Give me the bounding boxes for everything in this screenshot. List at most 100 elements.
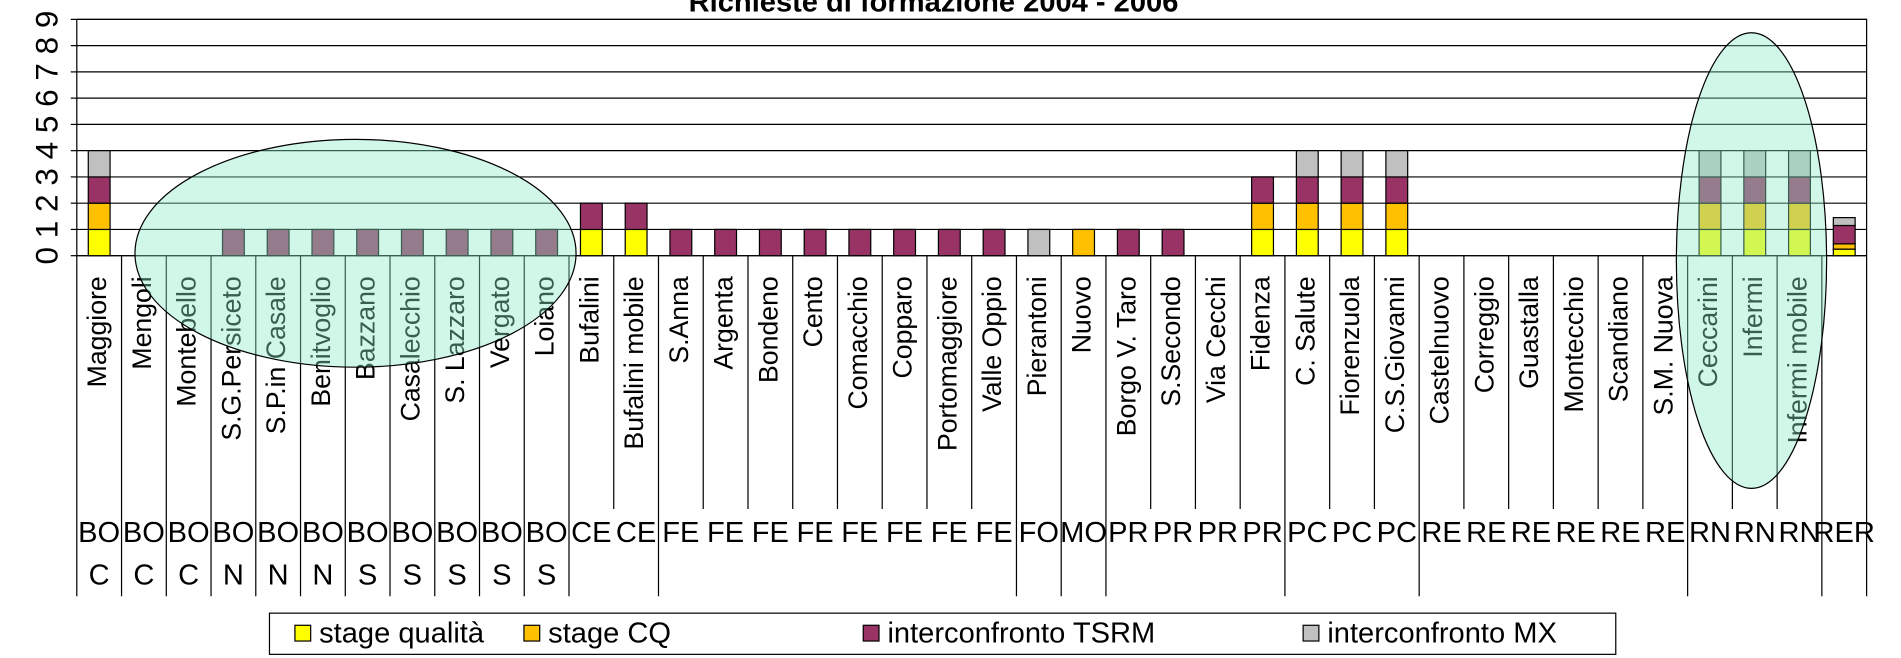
bar-segment bbox=[1251, 228, 1275, 257]
x-group-label: BO bbox=[302, 517, 344, 549]
bar-segment bbox=[490, 228, 514, 257]
y-tick-label: 2 bbox=[28, 194, 64, 212]
bar-segment bbox=[1340, 228, 1364, 257]
x-group-label: PR bbox=[1153, 517, 1193, 549]
x-group-label: PC bbox=[1287, 517, 1327, 549]
legend-swatch bbox=[294, 624, 312, 642]
bar-segment bbox=[1385, 228, 1409, 257]
x-tick-label: C.S.Giovanni bbox=[1380, 276, 1410, 433]
x-group-label: FE bbox=[841, 517, 878, 549]
bar-segment bbox=[1295, 176, 1319, 204]
x-tick-label: Mengoli bbox=[127, 276, 157, 369]
x-group-label: FE bbox=[886, 517, 923, 549]
bar-segment bbox=[669, 228, 693, 257]
x-tick-label: Cento bbox=[798, 276, 828, 347]
x-group-label: RE bbox=[1466, 517, 1506, 549]
x-group-label: RN bbox=[1778, 517, 1820, 549]
x-group-label: FE bbox=[975, 517, 1012, 549]
x-tick-label: Guastalla bbox=[1514, 276, 1544, 389]
x-tick-label: Argenta bbox=[709, 276, 739, 369]
bar-segment bbox=[1295, 202, 1319, 231]
bar-segment bbox=[893, 228, 917, 257]
x-group-label: RN bbox=[1689, 517, 1731, 549]
x-tick-label: Loiano bbox=[530, 276, 560, 356]
bar-segment bbox=[535, 228, 559, 257]
bar-segment bbox=[1295, 228, 1319, 257]
bar-segment bbox=[1251, 202, 1275, 231]
x-group-label: FO bbox=[1019, 517, 1059, 549]
legend-label: interconfronto TSRM bbox=[887, 618, 1155, 650]
x-group-label: FE bbox=[662, 517, 699, 549]
bar-segment bbox=[1385, 202, 1409, 231]
y-tick-label: 3 bbox=[28, 168, 64, 186]
x-group-label: MO bbox=[1060, 517, 1107, 549]
x-tick-label: Via Cecchi bbox=[1201, 276, 1231, 403]
x-group-label: BO bbox=[526, 517, 568, 549]
bar-segment bbox=[400, 228, 424, 257]
bar-segment bbox=[445, 228, 469, 257]
bar-segment bbox=[1161, 228, 1185, 257]
bar-segment bbox=[1251, 176, 1275, 204]
chart-title: Richieste di formazione 2004 - 2006 bbox=[689, 0, 1179, 18]
x-tick-label: Montebello bbox=[172, 276, 202, 406]
bar-segment bbox=[982, 228, 1006, 257]
bar-segment bbox=[1340, 150, 1364, 178]
x-group-label: PC bbox=[1377, 517, 1417, 549]
bar-segment bbox=[1832, 248, 1856, 257]
bar-segment bbox=[579, 228, 603, 257]
bar-segment bbox=[1787, 150, 1812, 178]
x-subgroup-label: S bbox=[447, 559, 466, 591]
x-tick-label: Benitvoglio bbox=[306, 276, 336, 406]
bar-segment bbox=[1027, 228, 1051, 257]
x-tick-label: Vergato bbox=[485, 276, 515, 368]
legend-label: stage qualità bbox=[319, 618, 485, 650]
x-tick-label: Bufalini bbox=[574, 276, 604, 363]
bar-segment bbox=[87, 202, 111, 231]
x-tick-label: S.Secondo bbox=[1156, 276, 1186, 406]
x-subgroup-label: C bbox=[178, 559, 199, 591]
x-group-label: RE bbox=[1421, 517, 1461, 549]
bar-segment bbox=[714, 228, 738, 257]
x-group-label: PR bbox=[1108, 517, 1148, 549]
y-tick-label: 1 bbox=[28, 221, 64, 239]
x-group-label: RE bbox=[1645, 517, 1685, 549]
bar-segment bbox=[87, 176, 111, 204]
x-tick-label: S.Anna bbox=[664, 276, 694, 364]
y-tick-label: 6 bbox=[28, 89, 64, 107]
x-group-label: RE bbox=[1511, 517, 1551, 549]
x-group-label: BO bbox=[257, 517, 299, 549]
bar-segment bbox=[1340, 202, 1364, 231]
bar-segment bbox=[1743, 150, 1767, 178]
x-group-label: BO bbox=[123, 517, 165, 549]
x-tick-label: Nuovo bbox=[1067, 276, 1097, 353]
x-subgroup-label: C bbox=[89, 559, 110, 591]
x-tick-label: Comacchio bbox=[843, 276, 873, 409]
x-tick-label: Fiorenzuola bbox=[1335, 276, 1365, 415]
x-subgroup-label: S bbox=[492, 559, 511, 591]
y-tick-label: 0 bbox=[28, 247, 64, 265]
x-tick-label: S.P.in Casale bbox=[261, 276, 291, 434]
bar-segment bbox=[579, 202, 603, 231]
bar-segment bbox=[87, 228, 111, 257]
x-tick-label: Copparo bbox=[888, 276, 918, 378]
highlight bbox=[134, 138, 577, 368]
bar-segment bbox=[1385, 150, 1409, 178]
bar-segment bbox=[937, 228, 961, 257]
y-tick-label: 7 bbox=[28, 63, 64, 81]
y-tick-label: 9 bbox=[28, 11, 64, 29]
x-group-label: CE bbox=[616, 517, 656, 549]
x-tick-label: Infermi mobile bbox=[1783, 276, 1813, 443]
x-tick-label: Ceccarini bbox=[1693, 276, 1723, 387]
bar-segment bbox=[803, 228, 827, 257]
bar-segment bbox=[266, 228, 290, 257]
x-tick-label: Borgo V. Taro bbox=[1111, 276, 1141, 436]
bar-segment bbox=[1295, 150, 1319, 178]
bar-segment bbox=[1116, 228, 1140, 257]
x-tick-label: S. Lazzaro bbox=[440, 276, 470, 403]
x-tick-label: Portomaggiore bbox=[932, 276, 962, 451]
x-tick-label: Maggiore bbox=[82, 276, 112, 387]
x-group-label: BO bbox=[481, 517, 523, 549]
x-tick-label: Bondeno bbox=[753, 276, 783, 383]
